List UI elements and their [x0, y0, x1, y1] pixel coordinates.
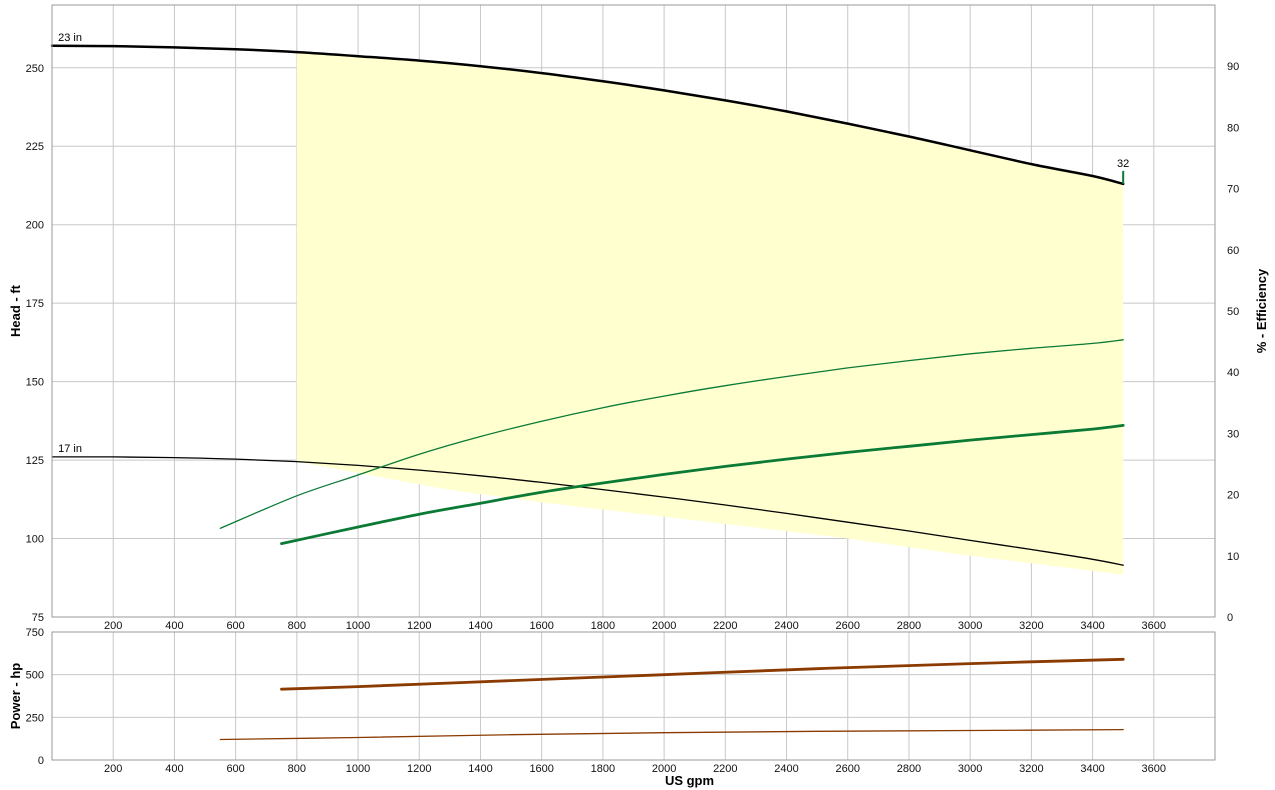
x-tick-label: 3200: [1019, 620, 1043, 632]
power-x-tick-label: 2400: [774, 763, 798, 775]
x-tick-label: 2800: [897, 620, 921, 632]
power-axis-title: Power - hp: [8, 663, 23, 730]
power-x-tick-label: 1800: [591, 763, 615, 775]
power-x-tick-label: 3400: [1080, 763, 1104, 775]
power-x-tick-label: 400: [165, 763, 183, 775]
power-x-tick-label: 1600: [529, 763, 553, 775]
y2-tick-label: 20: [1227, 490, 1239, 502]
efficiency-curve-2: [219, 339, 1124, 529]
power-x-tick-label: 3600: [1142, 763, 1166, 775]
x-tick-label: 1400: [468, 620, 492, 632]
y2-tick-label: 50: [1227, 306, 1239, 318]
power-tick-labels: 0 250 500 750 200 400 600 800 1000 1200 1400 1600 18…: [26, 627, 1166, 775]
power-curve-1: [219, 728, 1124, 741]
y-tick-label: 200: [26, 220, 44, 232]
x-tick-label: 800: [288, 620, 306, 632]
power-curve-0: [280, 657, 1125, 691]
power-x-tick-label: 1200: [407, 763, 431, 775]
power-y-tick-label: 500: [26, 670, 44, 682]
power-x-tick-label: 1400: [468, 763, 492, 775]
y2-tick-label: 80: [1227, 122, 1239, 134]
power-x-tick-label: 1000: [346, 763, 370, 775]
head-efficiency-curves: [50, 44, 1125, 566]
x-tick-label: 3000: [958, 620, 982, 632]
power-x-tick-label: 2200: [713, 763, 737, 775]
efficiency-axis-title: % - Efficiency: [1254, 268, 1269, 353]
power-x-tick-label: 3000: [958, 763, 982, 775]
x-tick-label: 400: [165, 620, 183, 632]
power-x-tick-label: 3200: [1019, 763, 1043, 775]
x-tick-label: 2000: [652, 620, 676, 632]
power-x-tick-label: 600: [226, 763, 244, 775]
y-tick-label: 250: [26, 63, 44, 75]
x-tick-label: 2400: [774, 620, 798, 632]
x-tick-label: 200: [104, 620, 122, 632]
y2-tick-label: 10: [1227, 551, 1239, 563]
power-x-tick-label: 2600: [835, 763, 859, 775]
x-tick-label: 2200: [713, 620, 737, 632]
y-tick-label: 125: [26, 455, 44, 467]
head-tick-labels: 75 100 125 150 175 200 225 250 0 10 20 30 40 50 60 70 80…: [26, 61, 1240, 632]
x-tick-label: 1000: [346, 620, 370, 632]
x-tick-label: 3600: [1142, 620, 1166, 632]
power-x-tick-label: 800: [288, 763, 306, 775]
x-tick-label: 1200: [407, 620, 431, 632]
y2-tick-label: 70: [1227, 184, 1239, 196]
y-tick-label: 175: [26, 298, 44, 310]
power-y-tick-label: 750: [26, 627, 44, 639]
y-tick-label: 225: [26, 141, 44, 153]
y2-tick-label: 90: [1227, 61, 1239, 73]
operating-region: [296, 52, 1124, 575]
y2-tick-label: 0: [1227, 612, 1233, 624]
curve-label: 17 in: [58, 443, 82, 455]
efficiency-curve-3: [280, 424, 1125, 545]
x-tick-label: 1600: [529, 620, 553, 632]
power-plot-frame: [51, 631, 1216, 761]
curve-label: 32: [1117, 158, 1129, 170]
x-tick-label: 2600: [835, 620, 859, 632]
power-panel: 0 250 500 750 200 400 600 800 1000 1200 1400 1600 18…: [8, 627, 1216, 788]
head-efficiency-panel: 75 100 125 150 175 200 225 250 0 10 20 30 40 50 60 70 80…: [8, 4, 1269, 632]
y-tick-label: 100: [26, 534, 44, 546]
y2-tick-label: 60: [1227, 245, 1239, 257]
power-grid: [52, 631, 1215, 761]
x-tick-label: 1800: [591, 620, 615, 632]
curve-annotations: 23 in 17 in 32: [58, 32, 1129, 455]
power-x-tick-label: 2000: [652, 763, 676, 775]
power-y-tick-label: 0: [38, 755, 44, 767]
power-x-tick-label: 200: [104, 763, 122, 775]
power-curves: [219, 657, 1125, 741]
head-plot-frame: [51, 4, 1216, 618]
y-tick-label: 150: [26, 377, 44, 389]
y2-tick-label: 30: [1227, 428, 1239, 440]
power-x-tick-label: 2800: [897, 763, 921, 775]
flow-axis-title: US gpm: [665, 773, 714, 788]
power-y-tick-label: 250: [26, 712, 44, 724]
head-axis-title: Head - ft: [8, 284, 23, 337]
head-curve-0: [50, 44, 1125, 186]
x-tick-label: 3400: [1080, 620, 1104, 632]
curve-label: 23 in: [58, 32, 82, 44]
y2-tick-label: 40: [1227, 367, 1239, 379]
x-tick-label: 600: [226, 620, 244, 632]
head-curve-1: [51, 456, 1124, 566]
y-tick-label: 75: [32, 612, 44, 624]
